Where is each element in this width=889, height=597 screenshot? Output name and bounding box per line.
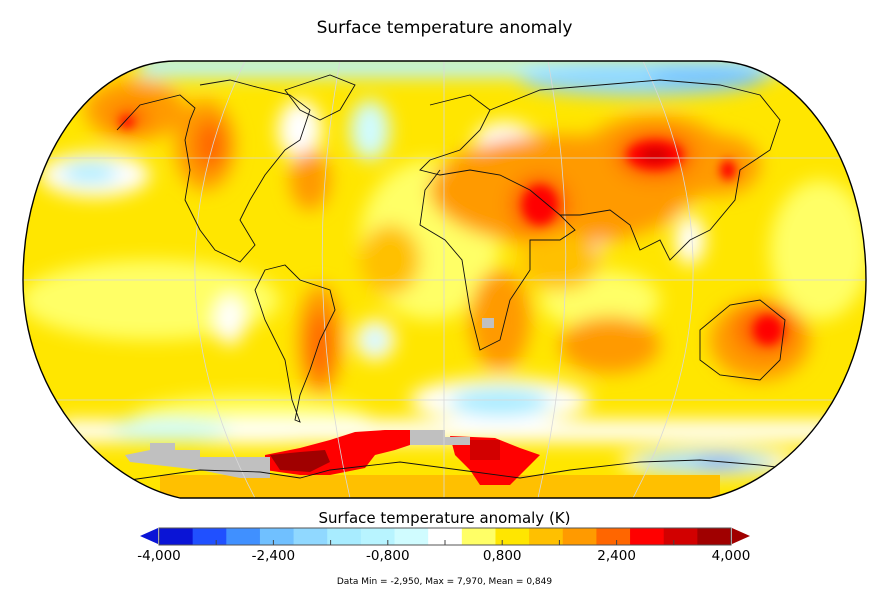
colorbar-bin <box>293 528 328 545</box>
colorbar-bin <box>192 528 227 545</box>
colorbar-tick-label: -4,000 <box>137 548 181 564</box>
missing-data-area <box>482 318 494 328</box>
colorbar-title: Surface temperature anomaly (K) <box>318 509 571 527</box>
missing-data-area <box>125 443 270 478</box>
colorbar-over-arrow <box>732 528 750 544</box>
antarctic-anomaly <box>125 318 720 498</box>
colorbar-tick-label: -0,800 <box>366 548 410 564</box>
colorbar-bin <box>495 528 530 545</box>
colorbar-bin <box>259 528 295 545</box>
coastlines <box>116 74 831 491</box>
colorbar-bin <box>461 528 496 545</box>
colorbar-bin <box>663 528 698 545</box>
colorbar-bin <box>159 528 194 545</box>
colorbar-bin <box>562 528 597 545</box>
colorbar-tick-label: 0,800 <box>482 548 522 564</box>
colorbar-bin <box>529 528 564 545</box>
map-title: Surface temperature anomaly <box>316 18 573 38</box>
colorbar-bin <box>630 528 665 545</box>
colorbar-tick-label: 4,000 <box>711 548 751 564</box>
colorbar-bin <box>428 528 463 545</box>
data-statistics: Data Min = -2,950, Max = 7,970, Mean = 0… <box>336 577 553 587</box>
map-border <box>22 60 867 499</box>
colorbar-bin <box>394 528 429 545</box>
colorbar-bin <box>360 528 396 545</box>
colorbar-under-arrow <box>140 528 158 544</box>
colorbar-bin <box>697 528 732 545</box>
graticule <box>23 61 866 498</box>
colorbar-tick-label: -2,400 <box>251 548 296 564</box>
colorbar-bin <box>596 528 631 545</box>
missing-data-area <box>410 430 470 445</box>
colorbar-tick-label: 2,400 <box>597 548 636 564</box>
colorbar-bin <box>327 528 362 545</box>
colorbar-bin <box>226 528 261 545</box>
